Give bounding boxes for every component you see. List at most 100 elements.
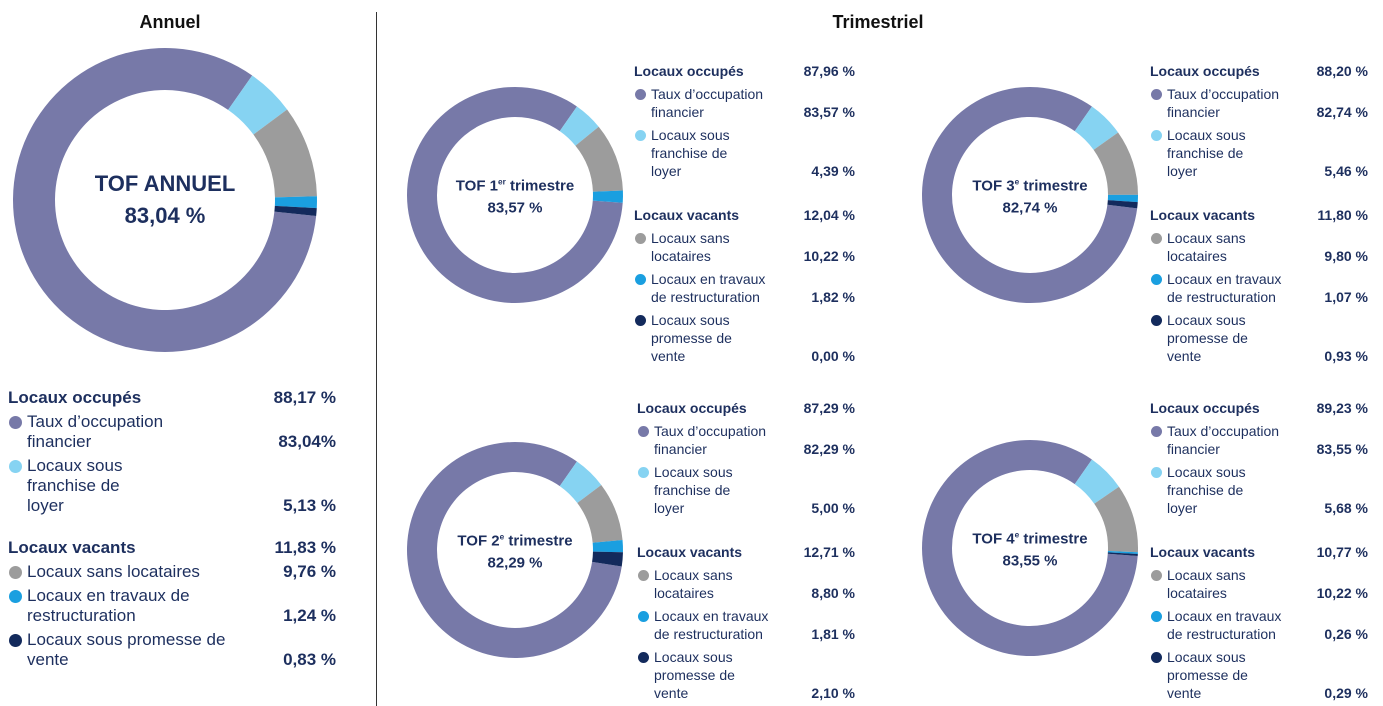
- legend-group-name: Locaux occupés: [8, 388, 142, 407]
- legend-label: Taux d’occupation financier: [651, 86, 764, 120]
- legend-dot: [1151, 88, 1162, 100]
- donut-segment: [274, 196, 317, 209]
- legend-dot: [638, 610, 649, 622]
- legend-item: Locaux sous franchise de loyer 5,00 %: [637, 463, 855, 517]
- legend-label: Locaux sous franchise de loyer: [27, 456, 123, 515]
- legend-item: Locaux sous promesse de vente 2,10 %: [637, 648, 855, 702]
- center-title-rest: trimestre: [1023, 177, 1088, 195]
- legend-item: Taux d’occupation financier 82,74 %: [1150, 85, 1368, 121]
- legend-group-header: Locaux vacants 10,77 %: [1150, 543, 1368, 561]
- legend-item-label: Locaux sous promesse de vente: [637, 648, 738, 702]
- legend-label: Locaux sous franchise de loyer: [1167, 464, 1246, 516]
- legend-value: 8,80 %: [811, 585, 855, 601]
- legend-group-name: Locaux vacants: [634, 207, 740, 223]
- donut-segment: [1094, 486, 1138, 553]
- donut: [407, 441, 623, 658]
- center-title-rest: trimestre: [508, 532, 573, 550]
- legend-item-label: Locaux en travaux de restructuration: [634, 270, 783, 306]
- legend: Locaux occupés 88,20 % Taux d’occupation f…: [1150, 62, 1368, 365]
- legend-value: 5,13 %: [283, 496, 336, 515]
- legend-dot: [638, 425, 649, 437]
- legend-item-label: Locaux sous promesse de vente: [8, 630, 232, 670]
- legend-label: Locaux sous promesse de vente: [654, 649, 735, 701]
- legend-item: Taux d’occupation financier 83,55 %: [1150, 422, 1368, 458]
- legend-item: Locaux sous franchise de loyer 5,68 %: [1150, 463, 1368, 517]
- legend-dot: [635, 129, 646, 141]
- donut-segment: [559, 461, 602, 504]
- center-title-text: TOF 4: [972, 530, 1015, 548]
- donut-segment: [559, 106, 599, 146]
- legend-item-label: Locaux sous franchise de loyer: [8, 456, 137, 516]
- legend-group-name: Locaux occupés: [634, 63, 744, 79]
- legend-label: Locaux sous franchise de loyer: [654, 464, 733, 516]
- legend-group-name: Locaux occupés: [1150, 63, 1260, 79]
- legend-group-header: Locaux vacants 12,71 %: [637, 543, 855, 561]
- legend-value: 10,22 %: [1316, 585, 1368, 601]
- legend-item: Taux d’occupation financier 83,57 %: [634, 85, 855, 121]
- center-value: 83,04 %: [124, 203, 206, 228]
- center-title-rest: trimestre: [510, 177, 575, 195]
- center-title-rest: trimestre: [1023, 530, 1088, 548]
- center-value: 82,29 %: [487, 554, 543, 571]
- center-title-sup: e: [1014, 177, 1020, 187]
- donut-segment: [1074, 106, 1119, 150]
- center-value: 83,57 %: [487, 199, 543, 216]
- legend-value: 5,00 %: [811, 500, 855, 516]
- legend-dot: [9, 589, 22, 603]
- center-title-text: TOF 3: [972, 177, 1015, 195]
- legend-dot: [638, 569, 649, 581]
- legend-dot: [1151, 232, 1162, 244]
- center-title: TOF 3e trimestre: [972, 171, 1087, 197]
- legend-item-label: Locaux sous franchise de loyer: [634, 126, 741, 180]
- legend-group-value: 87,96 %: [803, 63, 855, 79]
- legend-dot: [1151, 610, 1162, 622]
- legend-group-header: Locaux vacants 11,80 %: [1150, 206, 1368, 224]
- donut: [922, 86, 1138, 303]
- legend-value: 5,68 %: [1324, 500, 1368, 516]
- center-value: 83,55 %: [1002, 552, 1058, 569]
- legend-value: 82,74 %: [1316, 104, 1368, 120]
- donut: [407, 86, 623, 303]
- legend-item-label: Taux d’occupation financier: [8, 412, 217, 452]
- legend-label: Locaux en travaux de restructuration: [1167, 608, 1282, 642]
- legend-value: 1,24 %: [283, 606, 336, 625]
- divider: [376, 12, 377, 706]
- legend-group-value: 11,83 %: [274, 538, 336, 557]
- legend-label: Locaux en travaux de restructuration: [651, 271, 766, 305]
- legend-group-value: 89,23 %: [1316, 400, 1368, 416]
- legend-dot: [9, 459, 22, 473]
- legend-group-header: Locaux vacants 12,04 %: [634, 206, 855, 224]
- legend-value: 83,57 %: [803, 104, 855, 120]
- legend-item-label: Locaux en travaux de restructuration: [8, 586, 192, 626]
- legend-item-label: Taux d’occupation financier: [1150, 85, 1302, 121]
- legend-value: 2,10 %: [811, 685, 855, 701]
- legend-item-label: Locaux sans locataires: [1150, 566, 1257, 602]
- legend-label: Taux d’occupation financier: [654, 423, 767, 457]
- legend: Locaux occupés 87,96 % Taux d’occupation f…: [634, 62, 855, 365]
- legend-group-header: Locaux occupés 89,23 %: [1150, 399, 1368, 417]
- legend-value: 0,00 %: [811, 348, 855, 364]
- legend-value: 0,83 %: [283, 650, 336, 669]
- legend: Locaux occupés 87,29 % Taux d’occupation f…: [637, 399, 855, 702]
- legend-group-header: Locaux occupés 88,20 %: [1150, 62, 1368, 80]
- donut-segment: [1074, 459, 1119, 504]
- donut-segment: [1107, 194, 1138, 203]
- legend-label: Locaux sans locataires: [654, 567, 733, 601]
- legend-group-name: Locaux occupés: [637, 400, 747, 416]
- center-title-text: TOF 1: [455, 177, 499, 195]
- donut-segment: [1107, 552, 1138, 556]
- legend-group-value: 87,29 %: [803, 400, 855, 416]
- legend-item-label: Locaux sous franchise de loyer: [1150, 126, 1257, 180]
- center-title-text: TOF ANNUEL: [94, 171, 236, 197]
- legend-item: Locaux en travaux de restructuration 1,81…: [637, 607, 855, 643]
- legend-group-value: 12,04 %: [803, 207, 855, 223]
- legend-item-label: Locaux en travaux de restructuration: [1150, 607, 1299, 643]
- legend-value: 4,39 %: [811, 163, 855, 179]
- donut: [13, 47, 317, 352]
- legend-label: Locaux sous franchise de loyer: [651, 127, 730, 179]
- legend-label: Locaux sous franchise de loyer: [1167, 127, 1246, 179]
- legend-item: Locaux sous promesse de vente 0,93 %: [1150, 311, 1368, 365]
- legend-item-label: Taux d’occupation financier: [1150, 422, 1302, 458]
- legend-item-label: Locaux sous franchise de loyer: [1150, 463, 1257, 517]
